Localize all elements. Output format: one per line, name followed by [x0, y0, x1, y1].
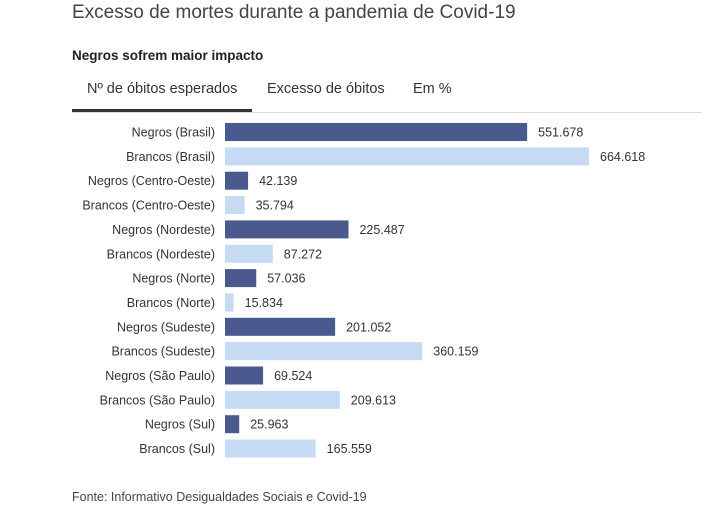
value-label-negros-centro-oeste: 42.139 [259, 174, 297, 188]
value-label-negros-sudeste: 201.052 [346, 320, 391, 334]
category-label-brancos-sul: Brancos (Sul) [139, 442, 215, 456]
bar-brancos-brasil [225, 147, 589, 166]
tab-em-porcentagem[interactable]: Em % [413, 81, 452, 97]
bar-negros-sul [225, 415, 240, 434]
value-label-brancos-nordeste: 87.272 [284, 247, 322, 261]
tab-bar: Nº de óbitos esperados Excesso de óbitos… [72, 70, 702, 113]
bar-brancos-sudeste [225, 342, 423, 361]
category-label-negros-nordeste: Negros (Nordeste) [112, 223, 215, 237]
value-label-brancos-norte: 15.834 [245, 296, 283, 310]
tab-excesso-de-obitos[interactable]: Excesso de óbitos [267, 81, 385, 97]
category-label-negros-centro-oeste: Negros (Centro-Oeste) [88, 174, 215, 188]
bar-negros-centro-oeste [225, 171, 249, 190]
value-label-brancos-sul: 165.559 [327, 442, 372, 456]
category-label-negros-sao-paulo: Negros (São Paulo) [105, 369, 215, 383]
bar-negros-norte [225, 269, 257, 288]
bar-chart-svg: Negros (Brasil) 551.678 Brancos (Brasil) 66… [82, 123, 645, 458]
category-label-negros-brasil: Negros (Brasil) [132, 126, 215, 140]
value-label-brancos-brasil: 664.618 [600, 150, 645, 164]
category-label-brancos-centro-oeste: Brancos (Centro-Oeste) [82, 199, 215, 213]
category-label-brancos-sudeste: Brancos (Sudeste) [111, 345, 215, 359]
value-label-negros-sul: 25.963 [250, 418, 288, 432]
bar-negros-nordeste [225, 220, 349, 239]
bar-chart: Negros (Brasil) 551.678 Brancos (Brasil) 66… [0, 120, 706, 480]
value-label-negros-norte: 57.036 [267, 272, 305, 286]
category-label-negros-norte: Negros (Norte) [132, 272, 215, 286]
bar-brancos-sul [225, 439, 316, 458]
category-label-negros-sudeste: Negros (Sudeste) [117, 320, 215, 334]
category-label-brancos-brasil: Brancos (Brasil) [126, 150, 215, 164]
category-label-brancos-norte: Brancos (Norte) [127, 296, 215, 310]
source-note: Fonte: Informativo Desigualdades Sociais… [72, 490, 367, 504]
tab-obitos-esperados[interactable]: Nº de óbitos esperados [72, 70, 253, 112]
bar-brancos-sao-paulo [225, 390, 340, 409]
value-label-negros-brasil: 551.678 [538, 126, 583, 140]
bar-negros-sudeste [225, 317, 336, 336]
value-label-brancos-sudeste: 360.159 [433, 345, 478, 359]
value-label-brancos-sao-paulo: 209.613 [351, 393, 396, 407]
value-label-brancos-centro-oeste: 35.794 [256, 199, 294, 213]
bar-negros-sao-paulo [225, 366, 264, 385]
category-label-brancos-nordeste: Brancos (Nordeste) [107, 247, 215, 261]
bar-negros-brasil [225, 123, 528, 141]
category-label-brancos-sao-paulo: Brancos (São Paulo) [100, 393, 215, 407]
value-label-negros-sao-paulo: 69.524 [274, 369, 312, 383]
chart-subtitle: Negros sofrem maior impacto [72, 48, 264, 63]
chart-title: Excesso de mortes durante a pandemia de … [72, 2, 516, 23]
bar-brancos-norte [225, 293, 234, 312]
category-label-negros-sul: Negros (Sul) [145, 418, 215, 432]
bar-brancos-nordeste [225, 244, 273, 263]
bar-brancos-centro-oeste [225, 196, 245, 215]
value-label-negros-nordeste: 225.487 [359, 223, 404, 237]
